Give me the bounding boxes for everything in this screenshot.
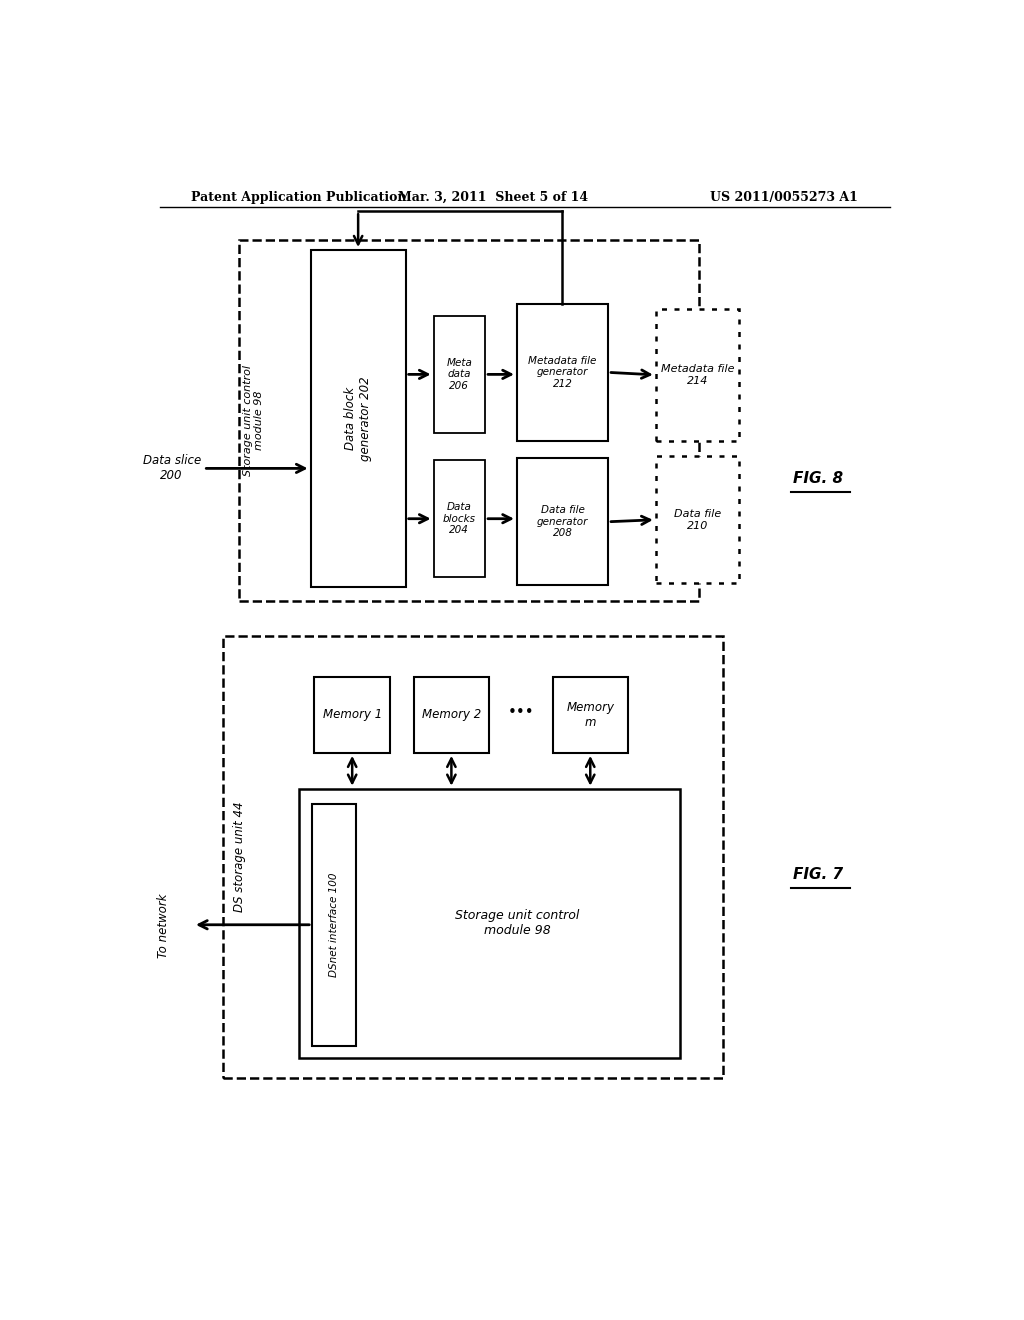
Bar	[223, 636, 723, 1078]
Bar	[314, 677, 390, 752]
Bar	[310, 249, 406, 587]
Text: Mar. 3, 2011  Sheet 5 of 14: Mar. 3, 2011 Sheet 5 of 14	[398, 190, 588, 203]
Text: Data
blocks
204: Data blocks 204	[442, 502, 476, 536]
Text: FIG. 8: FIG. 8	[794, 471, 844, 486]
Text: Data slice
200: Data slice 200	[142, 454, 201, 482]
Bar	[433, 315, 485, 433]
Bar	[517, 458, 608, 585]
Bar	[553, 677, 628, 752]
Text: Data file
generator
208: Data file generator 208	[537, 506, 588, 539]
Bar	[414, 677, 489, 752]
Bar	[299, 788, 680, 1057]
Text: FIG. 7: FIG. 7	[794, 867, 844, 883]
Text: US 2011/0055273 A1: US 2011/0055273 A1	[711, 190, 858, 203]
Text: Metadata file
214: Metadata file 214	[660, 364, 734, 385]
Bar	[655, 309, 739, 441]
Text: Data file
210: Data file 210	[674, 510, 721, 531]
Bar	[312, 804, 355, 1045]
Text: Meta
data
206: Meta data 206	[446, 358, 472, 391]
Text: DS storage unit 44: DS storage unit 44	[232, 803, 246, 912]
Text: •••: •••	[508, 705, 535, 719]
Bar	[517, 304, 608, 441]
Bar	[433, 461, 485, 577]
Bar	[240, 240, 699, 601]
Text: Patent Application Publication: Patent Application Publication	[191, 190, 407, 203]
Text: Memory 2: Memory 2	[422, 709, 481, 721]
Text: Data block
generator 202: Data block generator 202	[344, 376, 372, 461]
Text: DSnet interface 100: DSnet interface 100	[329, 873, 339, 977]
Text: To network: To network	[158, 894, 170, 958]
Bar	[655, 457, 739, 583]
Text: Memory 1: Memory 1	[323, 709, 382, 721]
Text: Storage unit control
module 98: Storage unit control module 98	[456, 909, 580, 937]
Text: Metadata file
generator
212: Metadata file generator 212	[528, 356, 597, 389]
Text: Storage unit control
module 98: Storage unit control module 98	[243, 364, 264, 475]
Text: Memory
m: Memory m	[566, 701, 614, 729]
